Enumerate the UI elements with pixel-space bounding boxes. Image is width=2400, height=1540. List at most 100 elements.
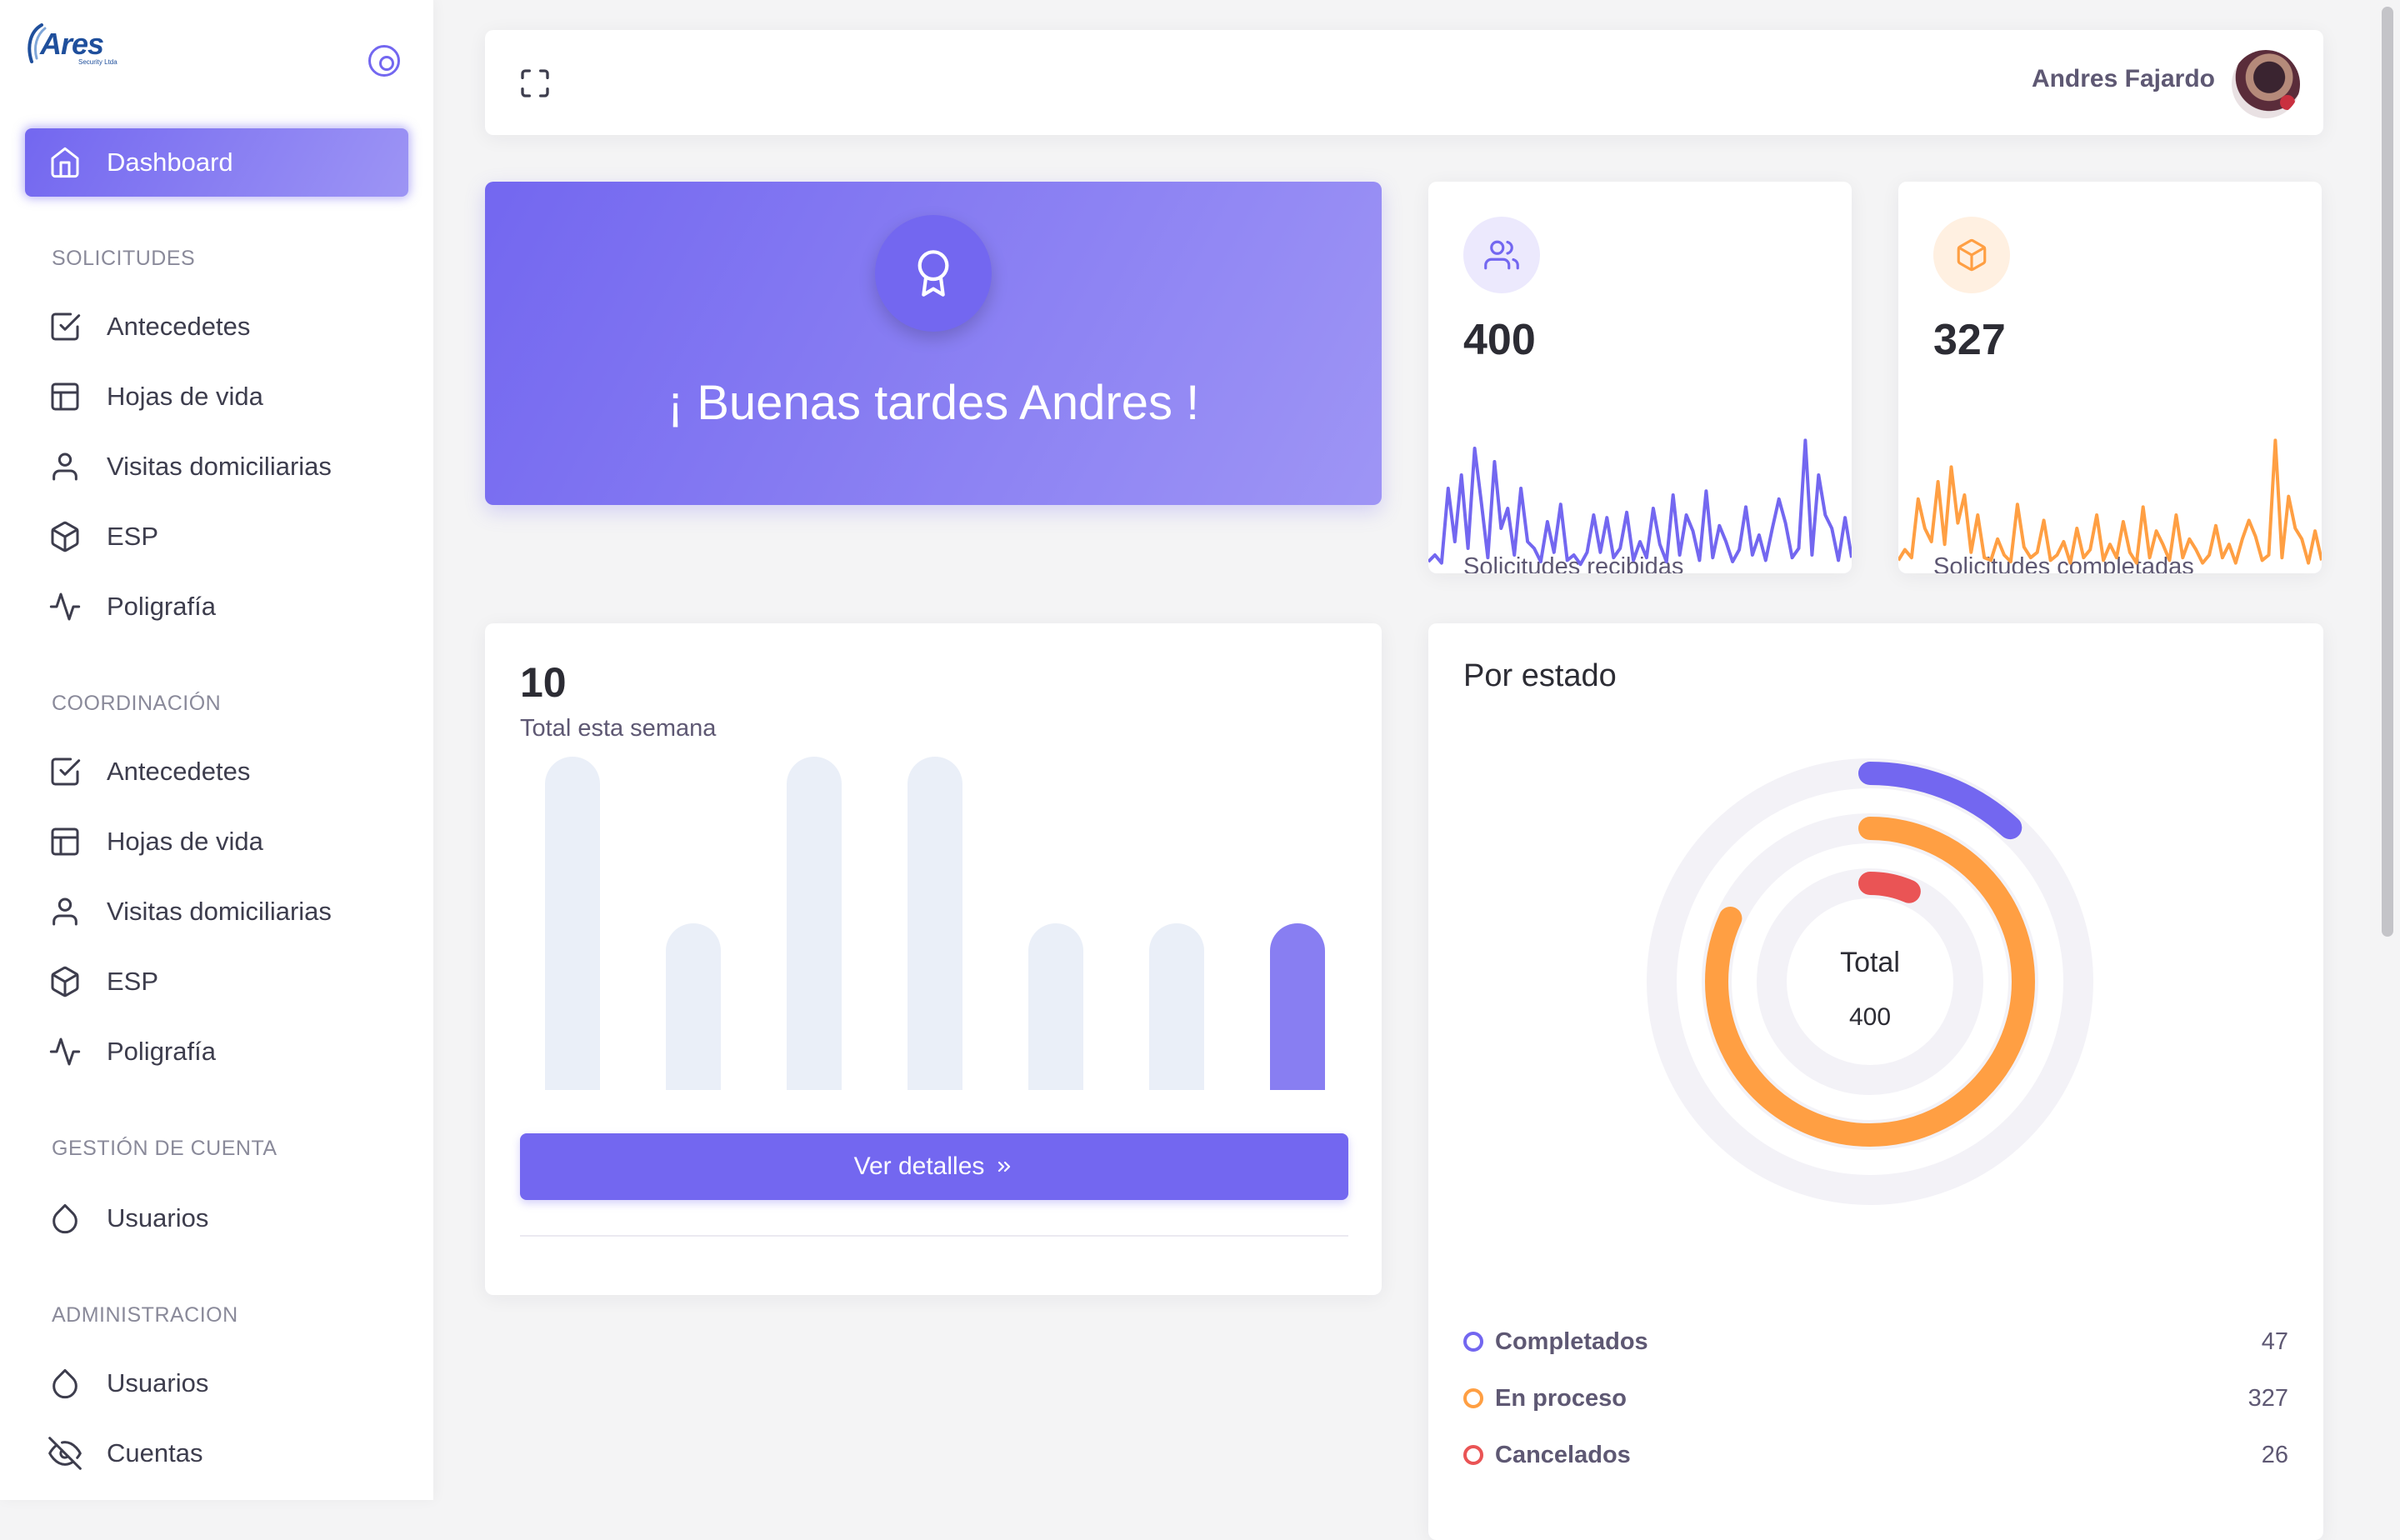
avatar[interactable]: [2232, 50, 2300, 118]
sidebar-item-coordinacion-esp[interactable]: ESP: [48, 958, 158, 1005]
greeting-card: ¡ Buenas tardes Andres !: [485, 182, 1382, 505]
check-square-icon: [51, 758, 81, 786]
legend-value: 26: [2261, 1441, 2288, 1468]
home-icon: [51, 147, 79, 178]
sidebar-item-solicitudes-hojas-de-vida[interactable]: Hojas de vida: [48, 373, 263, 420]
maximize-icon[interactable]: [518, 67, 552, 100]
brand-subtitle: Security Ltda: [78, 58, 118, 66]
sidebar-item-label: Cuentas: [107, 1438, 203, 1468]
sidebar-item-coordinacion-poligrafia[interactable]: Poligrafía: [48, 1028, 216, 1075]
greeting-text: ¡ Buenas tardes Andres !: [667, 376, 1200, 430]
ring-completados[interactable]: [1650, 762, 2090, 1202]
box-icon: [1957, 238, 1987, 272]
status-card-title: Por estado: [1463, 658, 1617, 693]
droplet-icon: [52, 1368, 78, 1399]
box-icon: [51, 966, 79, 998]
sparkline-recibidas: [1428, 438, 1852, 567]
page-scrollbar[interactable]: [2377, 0, 2400, 1500]
stat-card-completadas: 327 Solicitudes completadas: [1898, 182, 2322, 573]
sparkline-completadas: [1898, 438, 2322, 565]
sidebar-item-gestion-usuarios[interactable]: Usuarios: [48, 1195, 208, 1242]
week-bar[interactable]: [787, 757, 842, 1090]
sidebar-item-label: Poligrafía: [107, 1037, 216, 1066]
scrollbar-thumb[interactable]: [2382, 7, 2393, 937]
week-bar[interactable]: [666, 923, 721, 1090]
week-bar[interactable]: [1149, 923, 1204, 1090]
activity-icon: [49, 1038, 81, 1066]
layout-icon: [51, 382, 79, 411]
brand-logo[interactable]: Ares Security Ltda: [23, 23, 123, 70]
legend-marker: [1463, 1388, 1483, 1408]
chart-center-value: 400: [1849, 1003, 1891, 1031]
status-card: Por estado Total 400 Completados 47 En p…: [1428, 623, 2323, 1540]
sidebar-item-label: Poligrafía: [107, 592, 216, 621]
section-title-solicitudes: SOLICITUDES: [52, 247, 196, 270]
week-bar[interactable]: [908, 757, 962, 1090]
section-title-administracion: ADMINISTRACION: [52, 1303, 238, 1327]
sidebar-item-label: Usuarios: [107, 1203, 209, 1232]
brand-name: Ares: [40, 27, 104, 61]
sidebar-item-label: ESP: [107, 967, 159, 996]
legend-label: Completados: [1495, 1328, 1648, 1355]
droplet-icon: [52, 1203, 78, 1234]
ring-cancelados[interactable]: [1760, 872, 1980, 1092]
week-total-value: 10: [520, 659, 567, 706]
user-icon: [52, 898, 78, 926]
legend-marker: [1463, 1332, 1483, 1352]
week-bar[interactable]: [545, 757, 600, 1090]
top-navbar: Andres Fajardo: [485, 30, 2323, 135]
legend-value: 47: [2261, 1328, 2288, 1355]
sidebar-item-label: Usuarios: [107, 1368, 209, 1398]
sidebar-item-solicitudes-poligrafia[interactable]: Poligrafía: [48, 583, 216, 630]
sidebar-item-coordinacion-visitas[interactable]: Visitas domiciliarias: [48, 888, 332, 935]
ring-en-proceso[interactable]: [1705, 817, 2035, 1147]
logo-swoosh-icon: [28, 23, 47, 63]
award-icon: [918, 250, 949, 297]
ver-detalles-button[interactable]: Ver detalles: [520, 1133, 1348, 1200]
sidebar-item-coordinacion-antecedentes[interactable]: Antecedetes: [48, 748, 250, 795]
sidebar-item-admin-usuarios[interactable]: Usuarios: [48, 1360, 208, 1407]
box-icon: [51, 521, 79, 552]
divider: [520, 1235, 1348, 1237]
section-title-gestion-de-cuenta: GESTIÓN DE CUENTA: [52, 1137, 278, 1160]
week-total-label: Total esta semana: [520, 715, 717, 742]
stat-icon-wrap: [1933, 217, 2010, 293]
sidebar-item-admin-cuentas[interactable]: Cuentas: [48, 1430, 202, 1477]
status-radial-chart: Total 400: [1647, 758, 2093, 1205]
sparkline-series: [1898, 438, 2322, 565]
check-square-icon: [51, 312, 81, 341]
activity-icon: [49, 592, 81, 621]
legend-label: En proceso: [1495, 1384, 1627, 1412]
sidebar-item-label: Antecedetes: [107, 312, 251, 341]
eye-off-icon: [48, 1437, 82, 1470]
user-name[interactable]: Andres Fajardo: [2031, 65, 2215, 92]
sidebar-item-solicitudes-visitas[interactable]: Visitas domiciliarias: [48, 443, 332, 490]
sidebar-item-coordinacion-hojas-de-vida[interactable]: Hojas de vida: [48, 818, 263, 865]
sidebar-item-dashboard[interactable]: Dashboard: [25, 128, 408, 197]
week-card: 10 Total esta semana Ver detalles: [485, 623, 1382, 1295]
users-icon: [1484, 240, 1519, 270]
sidebar-item-solicitudes-esp[interactable]: ESP: [48, 513, 158, 560]
sidebar-item-solicitudes-antecedentes[interactable]: Antecedetes: [48, 303, 250, 350]
stat-icon-wrap: [1463, 217, 1540, 293]
week-bar[interactable]: [1270, 923, 1325, 1090]
legend-item-completados: Completados 47: [1463, 1325, 2288, 1358]
chevrons-right-icon: [998, 1161, 1011, 1172]
sidebar-item-label: Hojas de vida: [107, 382, 263, 411]
legend-marker: [1463, 1445, 1483, 1465]
chart-center-label: Total: [1840, 947, 1900, 978]
stat-card-recibidas: 400 Solicitudes recibidas: [1428, 182, 1852, 573]
sidebar-item-label: Visitas domiciliarias: [107, 897, 332, 926]
sidebar-item-label: Dashboard: [107, 148, 233, 177]
sidebar-item-label: Hojas de vida: [107, 827, 263, 856]
layout-icon: [51, 828, 79, 856]
sparkline-series: [1428, 438, 1852, 567]
legend-label: Cancelados: [1495, 1441, 1631, 1468]
legend-item-cancelados: Cancelados 26: [1463, 1438, 2288, 1472]
stat-value: 400: [1463, 316, 1536, 364]
user-icon: [52, 452, 78, 481]
week-bar[interactable]: [1028, 923, 1083, 1090]
sidebar-collapse-toggle[interactable]: [368, 45, 400, 77]
week-bar-chart: [545, 757, 1325, 1090]
legend-item-en-proceso: En proceso 327: [1463, 1382, 2288, 1415]
